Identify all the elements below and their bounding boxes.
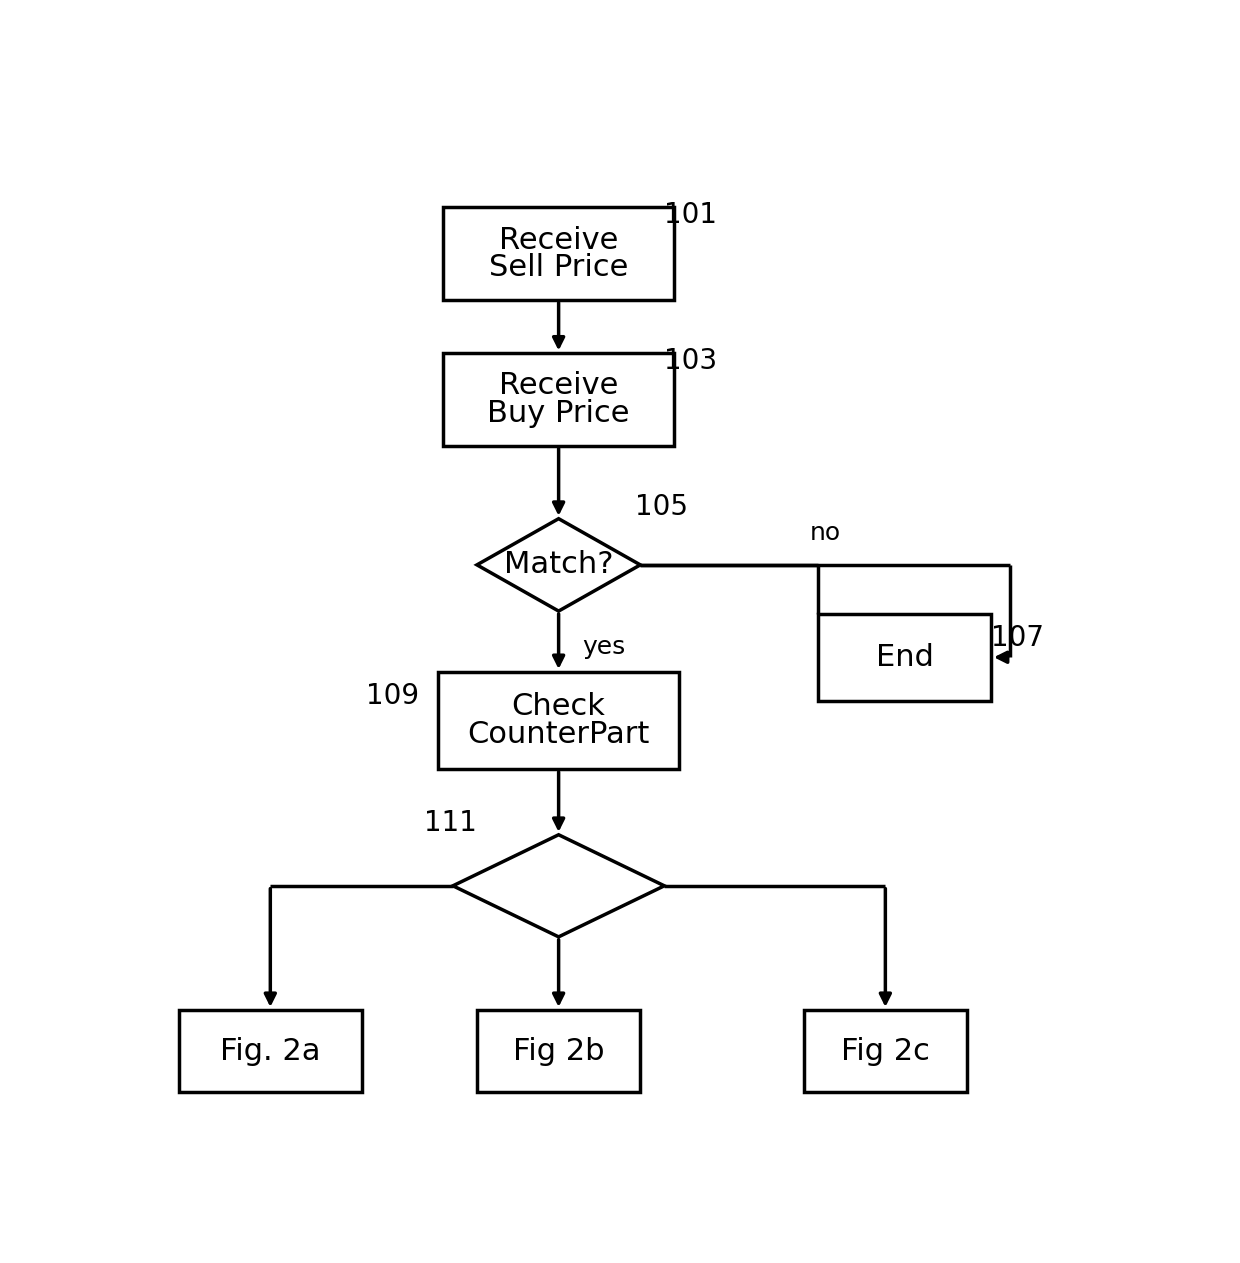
Text: 109: 109 <box>367 682 419 710</box>
Text: yes: yes <box>583 635 626 659</box>
Bar <box>804 1010 967 1092</box>
Bar <box>444 207 675 299</box>
Text: Buy Price: Buy Price <box>487 399 630 428</box>
Text: Receive: Receive <box>498 371 619 400</box>
Text: End: End <box>875 643 934 672</box>
Bar <box>439 672 678 769</box>
Text: Fig 2c: Fig 2c <box>841 1037 930 1066</box>
Text: CounterPart: CounterPart <box>467 720 650 749</box>
Text: Fig. 2a: Fig. 2a <box>219 1037 321 1066</box>
Text: 107: 107 <box>991 624 1044 652</box>
Text: Match?: Match? <box>503 551 614 580</box>
Bar <box>444 354 675 446</box>
Text: 111: 111 <box>424 808 477 836</box>
Polygon shape <box>477 519 640 611</box>
Text: Sell Price: Sell Price <box>489 253 629 282</box>
Text: 101: 101 <box>665 201 717 229</box>
Text: Fig 2b: Fig 2b <box>513 1037 604 1066</box>
Bar <box>179 1010 362 1092</box>
Text: Check: Check <box>512 692 605 721</box>
Text: no: no <box>810 522 841 546</box>
Polygon shape <box>453 835 665 937</box>
Bar <box>477 1010 640 1092</box>
Bar <box>818 614 991 701</box>
Text: 105: 105 <box>635 493 688 520</box>
Text: Receive: Receive <box>498 226 619 255</box>
Text: 103: 103 <box>665 346 718 375</box>
